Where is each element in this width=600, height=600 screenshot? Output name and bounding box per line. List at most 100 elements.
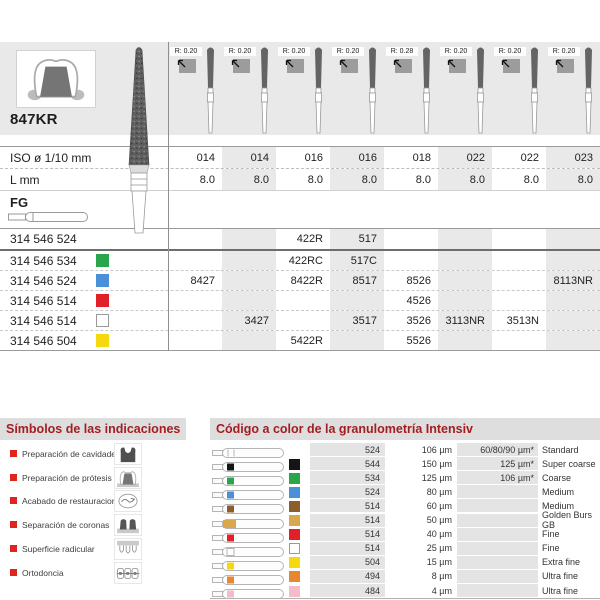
granulometry-row-4: 52480 µmMedium [210, 485, 600, 499]
grit-name: Super coarse [542, 457, 600, 471]
variant-code-cell [384, 251, 438, 270]
catalog-page: 847KR R: 0.20R: 0.20R: 0.20R: 0.20R: 0.2… [0, 0, 600, 600]
crown-prep-icon [16, 50, 96, 108]
tip-radius-indicator: R: 0.20 [224, 47, 260, 56]
arrow-up-left-icon [284, 56, 295, 74]
grit-name: Ultra fine [542, 570, 600, 584]
grain-note [457, 528, 538, 542]
product-code: 847KR [10, 111, 58, 128]
variant-code-cell: 3113NR [438, 311, 492, 330]
length-label: L mm [10, 169, 40, 190]
granulometry-row-9: 50415 µmExtra fine [210, 556, 600, 570]
bur-icon [582, 46, 595, 139]
symbol-label: Preparación de prótesis [22, 467, 112, 489]
tip-radius-label: R: 0.20 [224, 47, 256, 56]
length-value-5: 8.0 [384, 169, 438, 190]
cavity-prep-icon [114, 443, 142, 465]
grit-color-swatch [96, 274, 109, 287]
fg-label: FG [10, 193, 28, 211]
variant-code-cell [546, 229, 600, 249]
grit-code: 494 [310, 570, 385, 584]
symbol-item-2: Preparación de prótesis [0, 467, 200, 489]
variant-code-cell [222, 251, 276, 270]
length-value-2: 8.0 [222, 169, 276, 190]
variant-code-cell: 8422R [276, 271, 330, 290]
bur-icon [366, 46, 379, 139]
bur-icon [204, 46, 217, 139]
variant-code-cell [168, 331, 222, 350]
part-number: 314 546 524 [10, 229, 77, 249]
grit-code: 514 [310, 528, 385, 542]
column-header-8: R: 0.20 [546, 42, 600, 135]
grit-code: 514 [310, 542, 385, 556]
part-number: 314 546 514 [10, 291, 77, 310]
bur-icon [258, 46, 271, 139]
variant-code-cell: 422R [276, 229, 330, 249]
variant-row-5: 314 546 5143427351735263113NR3513N [0, 311, 600, 331]
part-number: 314 546 524 [10, 271, 77, 290]
root-surface-icon [114, 538, 142, 560]
fg-row: FG [0, 190, 600, 228]
variant-code-cell [546, 251, 600, 270]
grit-name: Fine [542, 528, 600, 542]
length-value-6: 8.0 [438, 169, 492, 190]
fg-shank-icon [8, 210, 90, 229]
variant-code-cell [222, 331, 276, 350]
variant-code-cell: 3526 [384, 311, 438, 330]
tip-radius-indicator: R: 0.20 [494, 47, 530, 56]
grit-color-swatch [289, 571, 300, 582]
grain-note [457, 514, 538, 528]
red-bullet-icon [10, 521, 17, 528]
granulometry-row-1: 524106 µm60/80/90 µm*Standard [210, 443, 600, 457]
grain-size: 150 µm [385, 457, 457, 471]
tip-radius-label: R: 0.28 [386, 47, 418, 56]
iso-value-4: 016 [330, 147, 384, 168]
variant-code-cell [438, 291, 492, 310]
column-header-6: R: 0.20 [438, 42, 492, 135]
iso-value-3: 016 [276, 147, 330, 168]
grain-size: 25 µm [385, 542, 457, 556]
grit-color-swatch [289, 473, 300, 484]
arrow-up-left-icon [554, 56, 565, 74]
variant-code-cell [276, 311, 330, 330]
variant-code-cell: 8427 [168, 271, 222, 290]
red-bullet-icon [10, 474, 17, 481]
symbol-item-3: Acabado de restauraciones [0, 490, 200, 512]
granulometry-title: Código a color de la granulometría Inten… [210, 418, 600, 440]
iso-value-2: 014 [222, 147, 276, 168]
variant-code-cell: 517 [330, 229, 384, 249]
tip-radius-label: R: 0.20 [494, 47, 526, 56]
grain-note: 125 µm* [457, 457, 538, 471]
variant-code-cell [492, 331, 546, 350]
iso-value-7: 022 [492, 147, 546, 168]
variant-code-cell [168, 229, 222, 249]
tip-radius-arrow-icon [503, 59, 520, 73]
red-bullet-icon [10, 497, 17, 504]
grain-note: 60/80/90 µm* [457, 443, 538, 457]
tip-radius-indicator: R: 0.28 [386, 47, 422, 56]
variant-code-cell [492, 229, 546, 249]
symbol-label: Superficie radicular [22, 538, 95, 560]
grain-size: 106 µm [385, 443, 457, 457]
grain-note [457, 556, 538, 570]
grit-code: 544 [310, 457, 385, 471]
table-header-band: 847KR R: 0.20R: 0.20R: 0.20R: 0.20R: 0.2… [0, 42, 600, 135]
tip-radius-arrow-icon [449, 59, 466, 73]
grain-note [457, 499, 538, 513]
granulometry-bottom-border [210, 598, 600, 599]
tip-radius-indicator: R: 0.20 [440, 47, 476, 56]
symbols-title: Símbolos de las indicaciones [0, 418, 186, 440]
variant-row-2: 314 546 534422RC517C [0, 251, 600, 271]
variant-code-cell [168, 251, 222, 270]
column-header-1: R: 0.20 [168, 42, 222, 135]
variant-code-cell [546, 311, 600, 330]
iso-value-8: 023 [546, 147, 600, 168]
iso-value-6: 022 [438, 147, 492, 168]
bur-icon [474, 46, 487, 139]
grain-size: 125 µm [385, 471, 457, 485]
variant-code-cell [222, 291, 276, 310]
grit-color-swatch [96, 254, 109, 267]
grain-size: 15 µm [385, 556, 457, 570]
length-value-1: 8.0 [168, 169, 222, 190]
granulometry-row-11: 4844 µmUltra fine [210, 584, 600, 598]
